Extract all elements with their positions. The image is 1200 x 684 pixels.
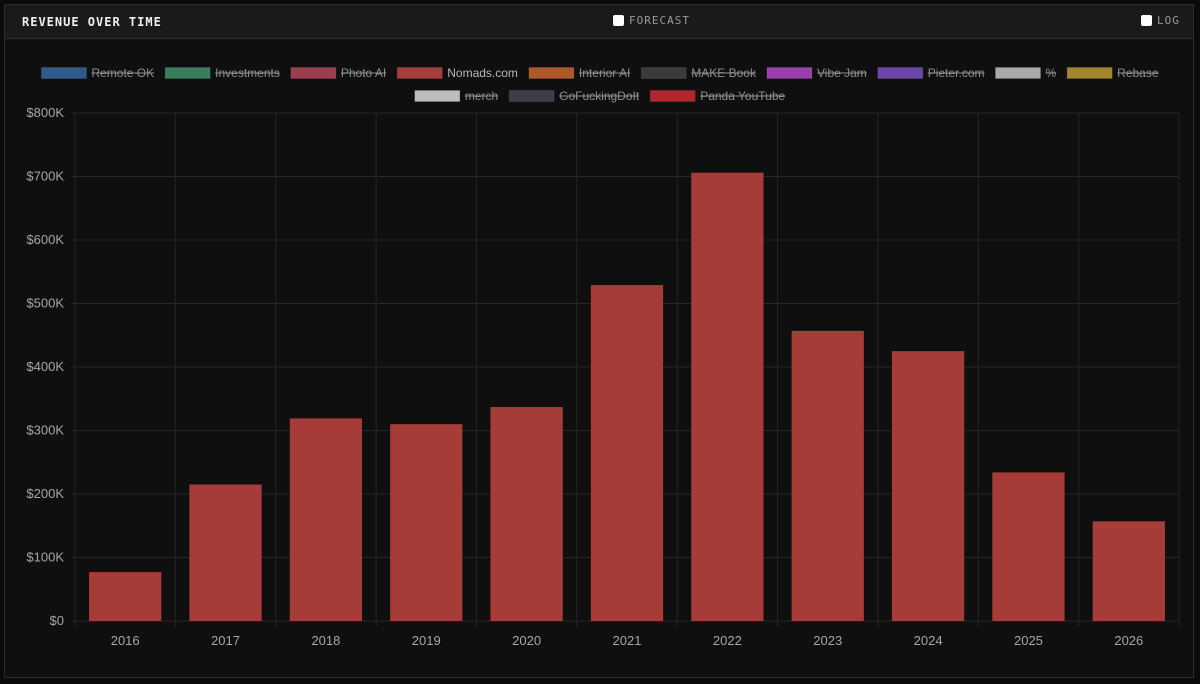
bar-2018[interactable]	[289, 418, 363, 621]
legend-swatch[interactable]	[290, 67, 337, 79]
y-tick-label: $700K	[26, 169, 64, 184]
legend-item-label[interactable]: Nomads.com	[447, 66, 518, 80]
bar-2017[interactable]	[189, 484, 262, 621]
bar-2021[interactable]	[590, 285, 664, 621]
bar-2023[interactable]	[791, 330, 864, 621]
x-tick-label: 2025	[1014, 633, 1043, 648]
legend-swatch[interactable]	[995, 67, 1041, 79]
x-tick-label: 2017	[211, 633, 240, 648]
bar-2019[interactable]	[390, 424, 463, 621]
legend-swatch[interactable]	[164, 67, 211, 79]
bar-2020[interactable]	[490, 407, 563, 621]
legend-swatch[interactable]	[528, 67, 575, 79]
y-tick-label: $200K	[26, 486, 64, 501]
log-checkbox[interactable]	[1141, 15, 1152, 26]
y-tick-label: $300K	[26, 423, 64, 438]
bar-2026[interactable]	[1092, 521, 1165, 621]
y-tick-label: $100K	[26, 550, 64, 565]
x-tick-label: 2023	[813, 633, 842, 648]
x-tick-label: 2021	[613, 633, 642, 648]
y-tick-label: $600K	[26, 232, 64, 247]
y-tick-label: $800K	[26, 105, 64, 120]
legend-swatch[interactable]	[1066, 67, 1113, 79]
x-tick-label: 2026	[1114, 633, 1143, 648]
x-tick-label: 2016	[111, 633, 140, 648]
bar-2025[interactable]	[992, 472, 1065, 621]
x-tick-label: 2024	[914, 633, 943, 648]
legend-swatch[interactable]	[649, 90, 696, 102]
legend-swatch[interactable]	[40, 67, 87, 79]
log-label: LOG	[1157, 14, 1180, 27]
legend-swatch[interactable]	[396, 67, 443, 79]
forecast-checkbox[interactable]	[613, 15, 624, 26]
panel-header: REVENUE OVER TIME FORECAST LOG	[5, 5, 1193, 39]
bar-2016[interactable]	[89, 572, 162, 621]
x-tick-label: 2018	[311, 633, 340, 648]
panel-title: REVENUE OVER TIME	[22, 15, 162, 29]
y-tick-label: $400K	[26, 359, 64, 374]
y-tick-label: $0	[50, 613, 64, 628]
log-toggle[interactable]: LOG	[1141, 14, 1180, 27]
legend-swatch[interactable]	[640, 67, 687, 79]
x-tick-label: 2022	[713, 633, 742, 648]
x-tick-label: 2020	[512, 633, 541, 648]
legend-swatch[interactable]	[508, 90, 555, 102]
legend-swatch[interactable]	[766, 67, 813, 79]
bar-2022[interactable]	[691, 172, 764, 621]
bar-2024[interactable]	[891, 351, 965, 621]
legend-swatch[interactable]	[414, 90, 461, 102]
forecast-label: FORECAST	[629, 14, 690, 27]
x-tick-label: 2019	[412, 633, 441, 648]
y-tick-label: $500K	[26, 296, 64, 311]
forecast-toggle[interactable]: FORECAST	[613, 14, 690, 27]
legend-swatch[interactable]	[877, 67, 924, 79]
